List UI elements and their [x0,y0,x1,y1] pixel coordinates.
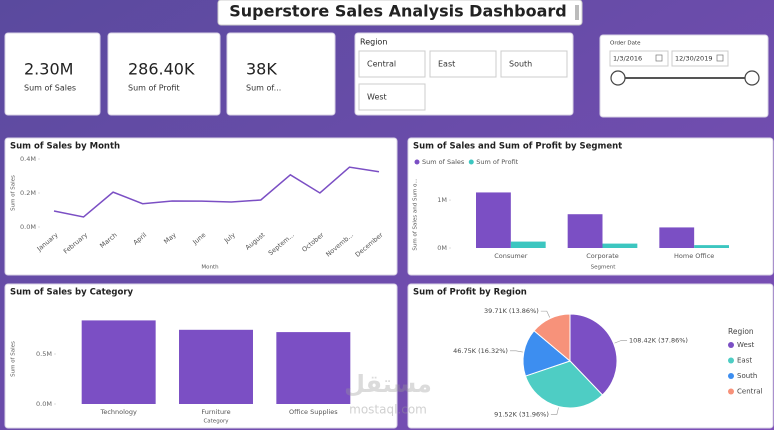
legend-label: Sum of Sales [422,158,465,166]
legend-label: Sum of Profit [476,158,518,166]
y-tick-label: 1M [437,196,447,204]
legend-label: Central [737,388,763,396]
data-label: 39.71K (13.86%) [484,307,539,315]
x-tick-label: Home Office [674,252,714,260]
x-tick-label: Consumer [494,252,527,260]
x-axis-label: Month [201,265,219,271]
region-option[interactable]: East [429,50,497,78]
legend-marker [728,357,734,364]
x-tick-label: Office Supplies [289,408,338,416]
chart-title: Sum of Sales by Month [10,142,120,152]
kpi-card [4,32,101,116]
date-text: 12/30/2019 [675,55,712,63]
y-axis-label: Sum of Sales and Sum o... [413,178,419,250]
pie-slice [522,330,572,377]
x-axis-label: Category [203,419,229,425]
legend-marker [728,388,734,395]
kpi-value: 38K [246,60,277,79]
bar [276,332,351,404]
region-option[interactable]: West [358,83,426,111]
watermark: mostaql.com [349,403,427,417]
scrollbar [575,5,579,20]
y-axis-label: Sum of Sales [11,341,17,377]
y-tick-label: 0.2M [20,189,36,197]
y-tick-label: 0M [437,244,447,252]
region-option[interactable]: South [500,50,568,78]
slicer-title: Region [360,38,387,47]
y-tick-label: 0.5M [36,350,52,358]
date-input[interactable]: 12/30/2019 [671,50,729,67]
kpi-label: Sum of Sales [24,84,76,93]
option-label: South [509,60,532,69]
legend-label: East [737,357,752,365]
y-tick-label: 0.0M [36,400,52,408]
data-label: 91.52K (31.96%) [494,410,549,418]
kpi-value: 2.30M [24,60,73,79]
date-input[interactable]: 1/3/2016 [609,50,669,67]
y-tick-label: 0.0M [20,223,36,231]
legend-marker [728,342,734,348]
y-tick-label: 0.4M [20,155,36,163]
kpi-label: Sum of Profit [128,84,180,93]
x-tick-label: Corporate [586,252,619,260]
kpi-card [107,32,221,116]
legend-label: South [737,372,757,380]
date-text: 1/3/2016 [613,55,642,63]
leader-line [540,310,551,318]
option-label: East [438,60,455,69]
legend-marker [414,159,420,165]
title-box [217,0,583,26]
legend-marker [728,373,734,379]
slicer-title: Order Date [610,41,641,47]
watermark: مستقل [344,370,432,398]
pie-slice [524,360,604,409]
region-option[interactable]: Central [358,50,426,78]
slider-handle[interactable] [610,70,626,86]
bar [476,192,511,248]
bar [81,320,156,404]
x-tick-label: Technology [99,408,137,416]
leader-line [614,340,628,344]
bar [694,245,729,248]
option-label: West [367,93,387,102]
dashboard-title: Superstore Sales Analysis Dashboard [229,2,567,21]
legend-label: West [737,341,754,349]
chart-panel [4,137,398,276]
legend-marker [468,159,474,165]
x-tick-label: Furniture [201,408,230,416]
slider-handle[interactable] [744,70,760,86]
bar [567,214,603,248]
pie-slice [569,313,618,396]
leader-line [509,350,523,353]
data-label: 46.75K (16.32%) [453,347,508,355]
x-axis-label: Segment [591,265,617,271]
pie-slice [533,313,571,363]
chart-title: Sum of Profit by Region [413,288,527,298]
bar [179,329,253,404]
leader-line [550,407,559,415]
kpi-label: Sum of... [246,84,281,93]
kpi-value: 286.40K [128,60,195,79]
line [53,166,380,218]
y-axis-label: Sum of Sales [11,175,17,211]
data-label: 108.42K (37.86%) [629,337,688,345]
bar [659,227,695,248]
bar [602,243,638,248]
chart-title: Sum of Sales by Category [10,288,134,298]
option-label: Central [367,60,396,69]
kpi-card [226,32,336,116]
legend-title: Region [728,327,754,336]
chart-title: Sum of Sales and Sum of Profit by Segmen… [413,142,622,152]
bar [510,241,546,248]
